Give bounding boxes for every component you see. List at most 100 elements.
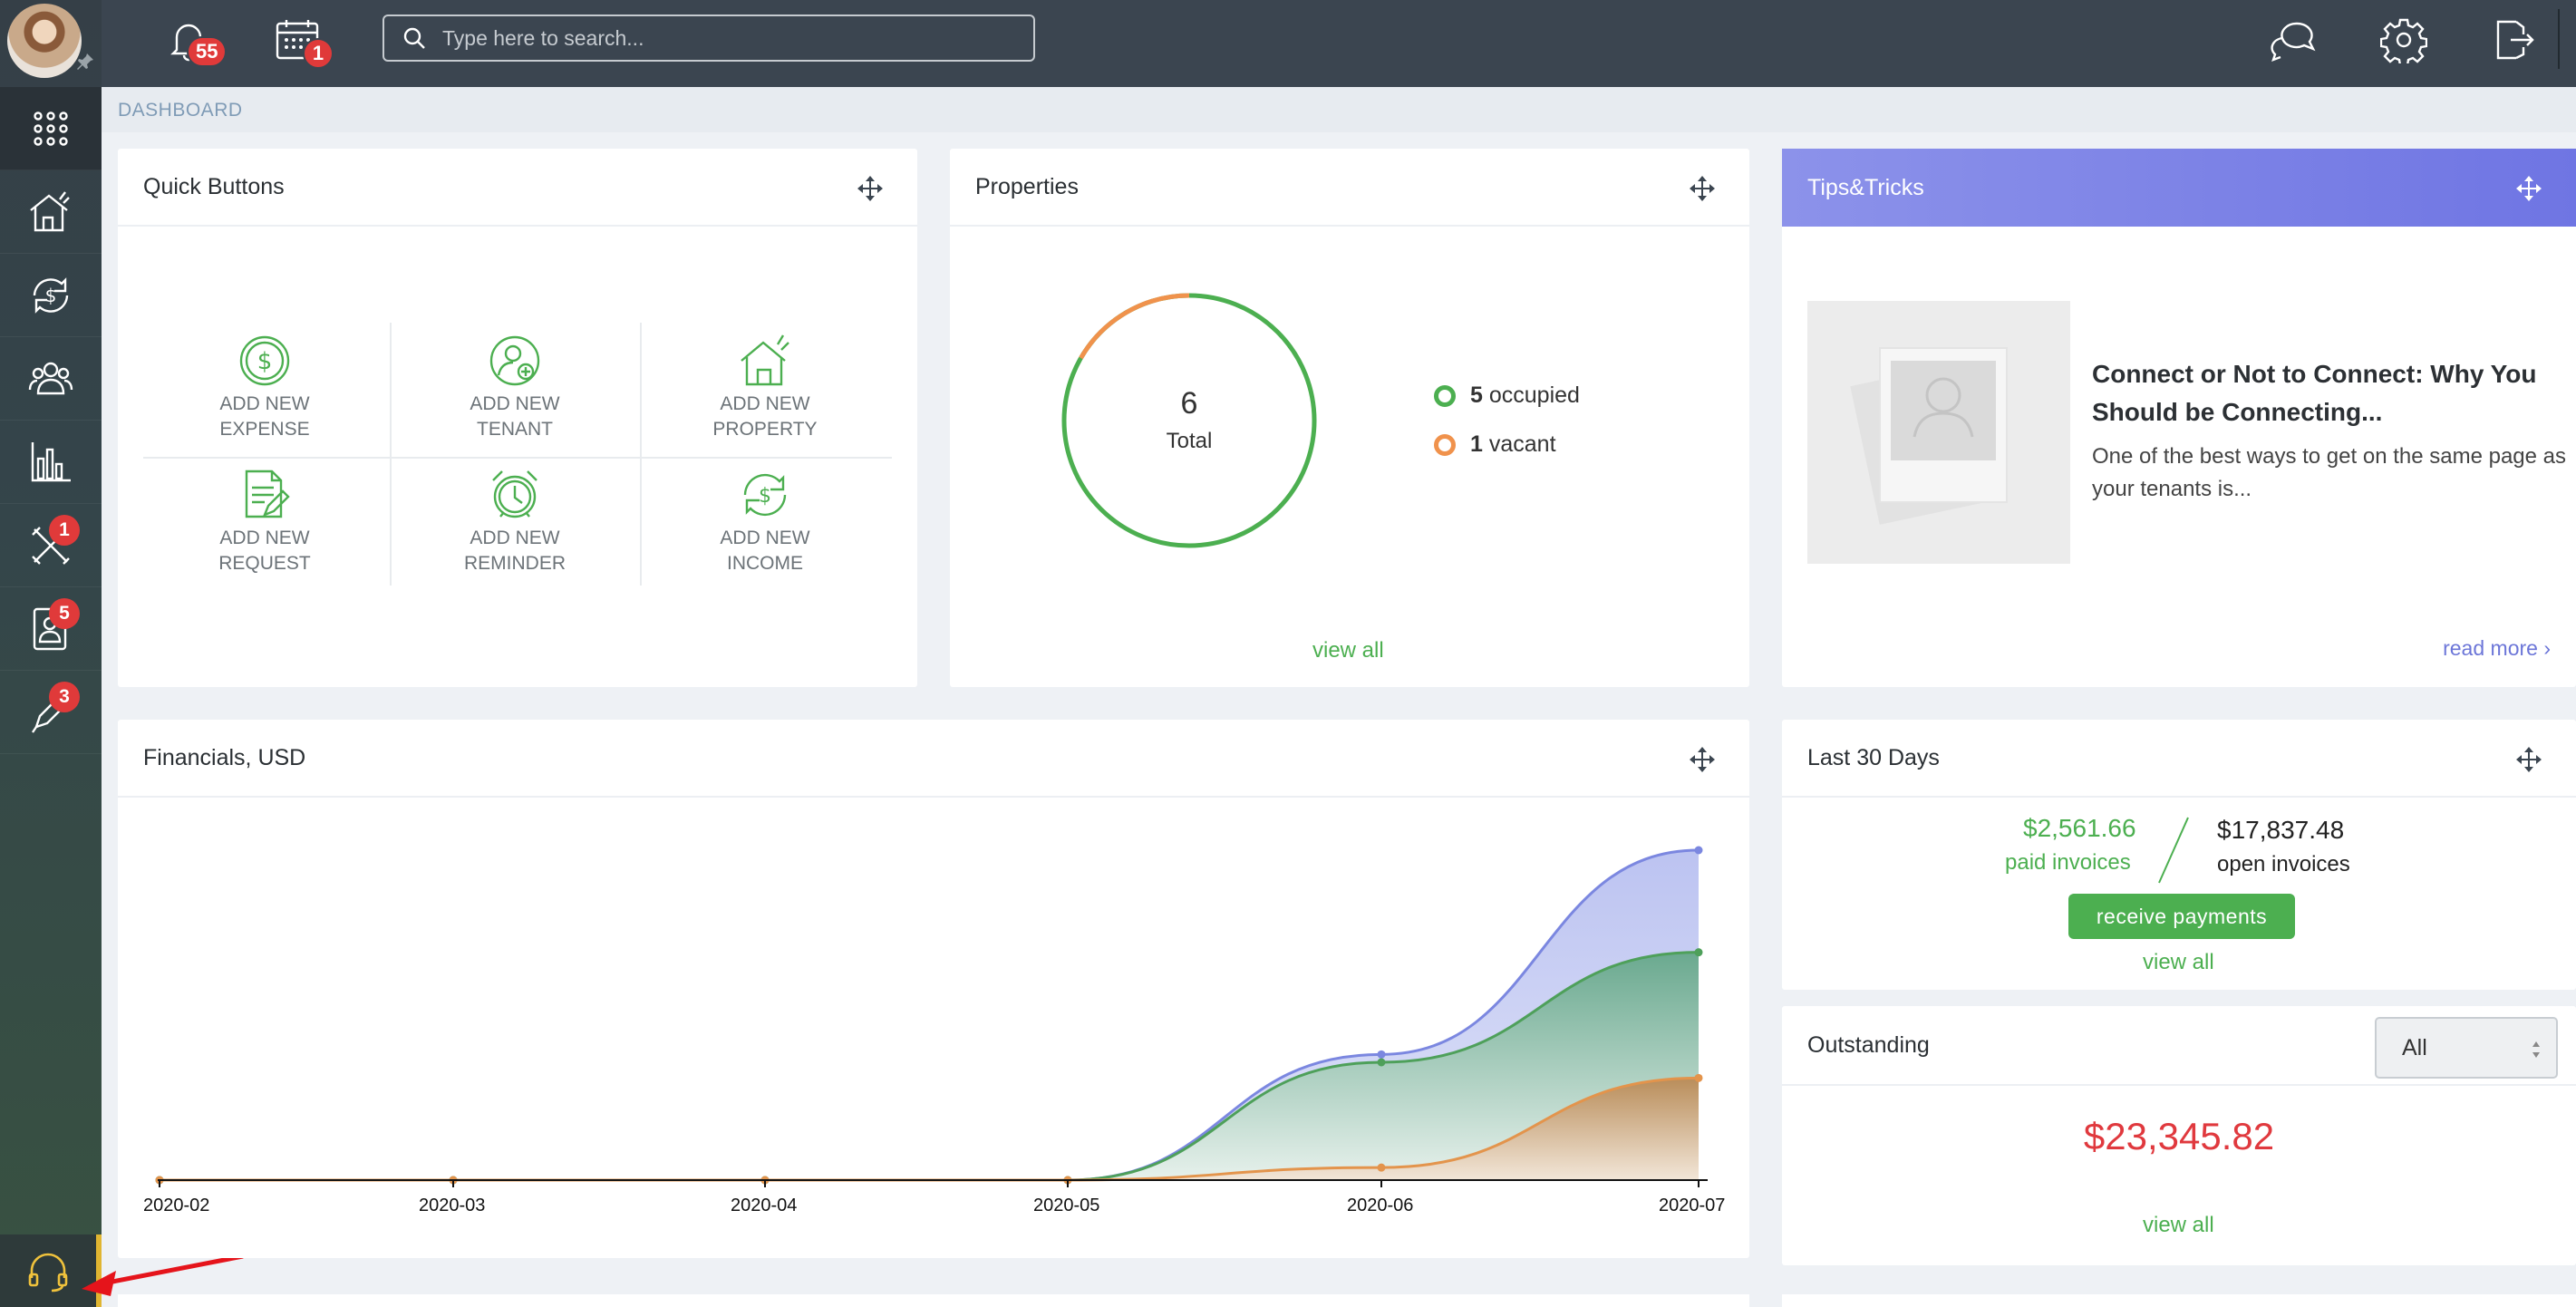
outstanding-amount[interactable]: $23,345.82 <box>2083 1115 2275 1157</box>
qb-line2: EXPENSE <box>219 419 310 440</box>
add-property-button[interactable]: ADD NEW PROPERTY <box>640 334 890 466</box>
data-point[interactable] <box>1694 846 1703 855</box>
qb-line1: ADD NEW <box>470 528 560 548</box>
properties-panel: Properties 6 Total 5 occupied 1 vacant v… <box>950 149 1749 687</box>
add-income-button[interactable]: $ ADD NEW INCOME <box>640 468 890 600</box>
panel-title: Properties <box>975 173 1079 199</box>
total-label: Total <box>1167 429 1213 453</box>
calendar-badge: 1 <box>303 38 334 69</box>
svg-text:$: $ <box>257 348 273 375</box>
slash-divider <box>2158 817 2189 884</box>
chevron-right-icon: › <box>2543 636 2551 660</box>
leases-badge: 3 <box>49 682 80 712</box>
add-request-button[interactable]: ADD NEW REQUEST <box>140 468 390 600</box>
svg-text:$: $ <box>45 285 57 306</box>
outstanding-filter-select[interactable]: All <box>2375 1017 2558 1079</box>
dollar-circle-icon: $ <box>239 335 290 386</box>
logout-button[interactable] <box>2485 13 2540 67</box>
panel-title: Last 30 Days <box>1807 744 1940 770</box>
x-tick-label: 2020-02 <box>143 1196 209 1215</box>
open-amount[interactable]: $17,837.48 <box>2217 816 2345 844</box>
financials-chart[interactable]: 2020-02 2020-03 2020-04 2020-05 2020-06 2020-… <box>118 799 1749 1253</box>
document-edit-icon <box>245 470 290 518</box>
legend-occupied[interactable]: 5 occupied <box>1434 382 1580 409</box>
add-expense-button[interactable]: $ ADD NEW EXPENSE <box>140 334 390 466</box>
top-bar: 55 1 Type here to search... <box>102 0 2576 87</box>
notifications-badge: 55 <box>187 36 228 67</box>
outstanding-view-all-link[interactable]: view all <box>2143 1213 2214 1237</box>
vacant-dot <box>1434 433 1456 456</box>
data-point[interactable] <box>1377 1058 1386 1067</box>
sidebar-item-properties[interactable] <box>0 170 102 254</box>
people-icon <box>28 362 73 394</box>
house-icon <box>741 334 789 386</box>
search-input[interactable]: Type here to search... <box>383 15 1035 62</box>
total-value: 6 <box>1181 386 1198 421</box>
sidebar-item-apps[interactable] <box>0 87 102 170</box>
qb-line2: PROPERTY <box>712 419 818 440</box>
legend-vacant[interactable]: 1 vacant <box>1434 431 1556 458</box>
series-area-1 <box>160 952 1699 1180</box>
sidebar: $ 1 5 3 <box>0 0 102 1307</box>
outstanding-panel: Outstanding All $23,345.82 view all <box>1782 1006 2576 1265</box>
x-tick-label: 2020-07 <box>1659 1196 1725 1215</box>
move-icon[interactable] <box>857 176 883 201</box>
next-panel-edge <box>118 1294 1749 1307</box>
topbar-divider <box>2558 9 2560 69</box>
settings-button[interactable] <box>2377 13 2431 67</box>
move-icon[interactable] <box>1690 747 1715 772</box>
headset-icon <box>28 1253 68 1292</box>
breadcrumb[interactable]: DASHBOARD <box>118 100 243 121</box>
qb-line2: TENANT <box>477 419 553 440</box>
occupied-count: 5 <box>1470 382 1483 408</box>
article-title[interactable]: Connect or Not to Connect: Why You Shoul… <box>2092 360 2537 426</box>
house-icon <box>30 190 70 231</box>
logout-icon <box>2496 20 2534 60</box>
article-excerpt: One of the best ways to get on the same … <box>2092 444 2566 501</box>
paid-amount[interactable]: $2,561.66 <box>2023 814 2136 842</box>
data-point[interactable] <box>1377 1050 1386 1059</box>
qb-line1: ADD NEW <box>219 393 310 414</box>
sidebar-item-leases[interactable]: 3 <box>0 671 102 754</box>
add-reminder-button[interactable]: ADD NEW REMINDER <box>390 468 640 600</box>
grid-divider <box>640 323 642 586</box>
panel-header: Quick Buttons <box>118 149 917 227</box>
person-add-icon <box>489 335 540 386</box>
add-tenant-button[interactable]: ADD NEW TENANT <box>390 334 640 466</box>
data-point[interactable] <box>1694 948 1703 957</box>
panel-title: Quick Buttons <box>143 173 285 199</box>
last30-view-all-link[interactable]: view all <box>2143 950 2214 974</box>
receive-payments-button[interactable]: receive payments <box>2068 894 2295 939</box>
sidebar-item-maintenance[interactable]: 1 <box>0 504 102 587</box>
grid-icon <box>34 111 68 146</box>
sidebar-item-people[interactable] <box>0 337 102 421</box>
breadcrumb-bar: DASHBOARD <box>102 87 2576 132</box>
data-point[interactable] <box>1377 1163 1386 1172</box>
properties-view-all-link[interactable]: view all <box>1312 638 1384 663</box>
sidebar-item-payments[interactable]: $ <box>0 254 102 337</box>
search-icon <box>403 27 425 49</box>
properties-donut[interactable]: 6 Total <box>1053 285 1325 557</box>
vacant-arc <box>1079 293 1190 360</box>
messages-button[interactable] <box>2266 13 2320 67</box>
x-tick-label: 2020-05 <box>1033 1196 1099 1215</box>
move-icon[interactable] <box>2516 747 2542 772</box>
read-more-link[interactable]: read more › <box>2443 636 2551 661</box>
move-icon[interactable] <box>2516 176 2542 201</box>
pin-icon[interactable] <box>74 51 96 73</box>
tips-panel: Tips&Tricks Connect or Not to Connect: W… <box>1782 149 2576 687</box>
grid-divider <box>143 457 892 459</box>
support-button[interactable] <box>0 1234 102 1307</box>
article-image[interactable] <box>1807 301 2070 564</box>
data-point[interactable] <box>1694 1073 1703 1082</box>
sidebar-item-applications[interactable]: 5 <box>0 587 102 671</box>
financials-panel: Financials, USD 2020-02 2020-03 2020-04 202… <box>118 720 1749 1258</box>
panel-header: Properties <box>950 149 1749 227</box>
qb-line1: ADD NEW <box>720 393 810 414</box>
user-avatar[interactable] <box>7 4 82 78</box>
quick-buttons-panel: Quick Buttons $ ADD NEW EXPENSE ADD NEW TE… <box>118 149 917 687</box>
sidebar-item-reports[interactable] <box>0 421 102 504</box>
qb-line1: ADD NEW <box>470 393 560 414</box>
move-icon[interactable] <box>1690 176 1715 201</box>
maintenance-badge: 1 <box>49 515 80 546</box>
